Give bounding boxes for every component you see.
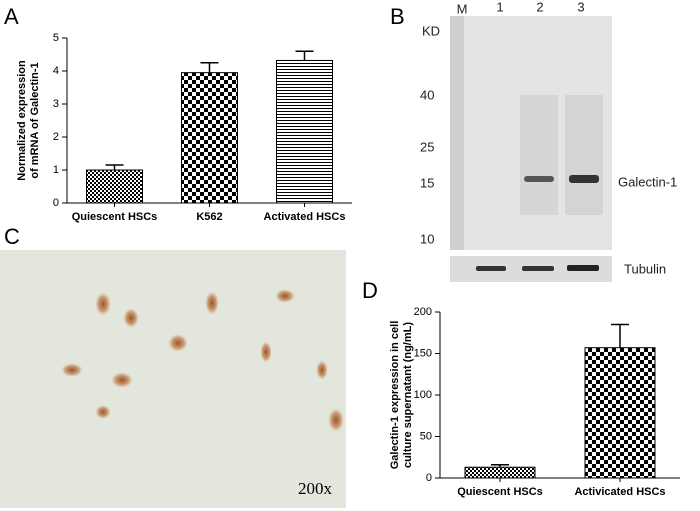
bar (276, 59, 333, 204)
bar (86, 169, 143, 204)
panel-label: B (390, 4, 405, 29)
lane-label: 3 (577, 0, 584, 14)
y-axis-label: Galectin-1 expression in cell (389, 321, 401, 470)
x-tick-label: K562 (196, 211, 222, 223)
y-tick-label: 0 (53, 197, 59, 209)
y-tick-label: 50 (420, 430, 432, 442)
bar (181, 72, 238, 204)
y-tick-label: 100 (414, 389, 432, 401)
y-tick-label: 4 (53, 65, 59, 77)
western-blot (450, 16, 612, 282)
error-bar (491, 463, 509, 468)
marker-size: 10 (420, 231, 434, 246)
x-tick-label: Quiescent HSCs (457, 486, 543, 498)
y-tick-label: 1 (53, 164, 59, 176)
lane-label: M (457, 1, 468, 16)
y-tick-label: 200 (414, 306, 432, 318)
panel-label: A (4, 4, 19, 29)
marker-size: 25 (420, 139, 434, 154)
error-bar (611, 323, 629, 348)
panel-label: D (362, 278, 378, 303)
y-tick-label: 150 (414, 347, 432, 359)
y-tick-label: 2 (53, 131, 59, 143)
marker-size: 40 (420, 87, 434, 102)
x-tick-label: Quiescent HSCs (72, 211, 158, 223)
y-axis-label: culture supernatant (ng/mL) (402, 322, 414, 468)
lane-label: 1 (496, 0, 503, 14)
y-tick-label: 0 (426, 472, 432, 484)
error-bar (105, 164, 124, 170)
band-label: Galectin-1 (618, 174, 677, 189)
error-bar (200, 62, 219, 73)
error-bar (295, 50, 314, 61)
bar (464, 466, 536, 479)
bar (584, 347, 656, 479)
y-tick-label: 5 (53, 32, 59, 44)
x-tick-label: Activated HSCs (264, 211, 346, 223)
lane-label: 2 (536, 0, 543, 14)
band-label: Tubulin (624, 261, 666, 276)
panel-label: C (4, 224, 20, 249)
marker-size: 15 (420, 175, 434, 190)
marker-header: KD (422, 23, 440, 38)
x-tick-label: Activicated HSCs (574, 486, 665, 498)
magnification: 200x (298, 479, 333, 498)
y-axis-label: Normalized expression (16, 60, 28, 181)
y-tick-label: 3 (53, 98, 59, 110)
y-axis-label: of mRNA of Galectin-1 (29, 62, 41, 178)
micrograph (0, 250, 346, 508)
